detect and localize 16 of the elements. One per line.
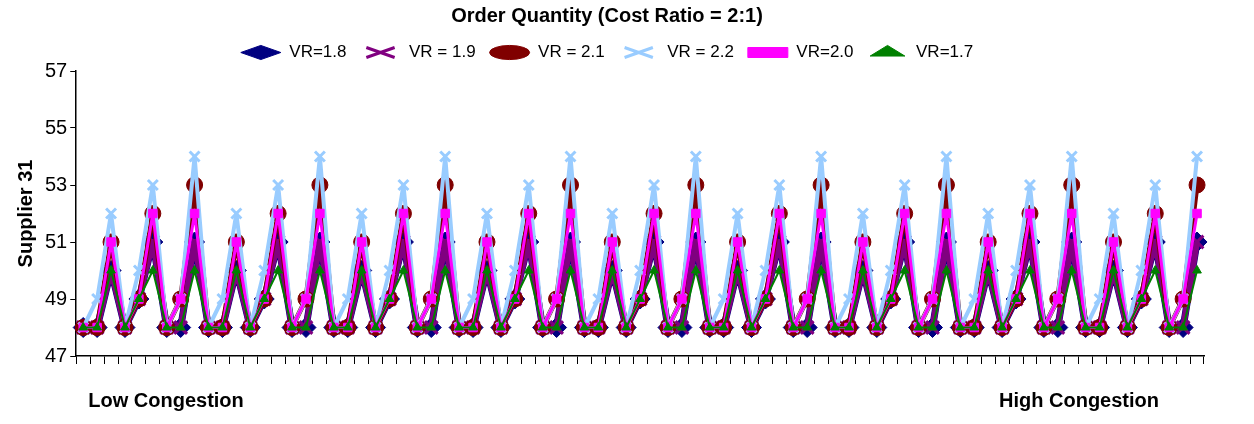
text: High Congestion — [999, 388, 1159, 411]
legend-label: VR=1.8 — [289, 42, 347, 62]
y-tick-label: 55 — [45, 115, 68, 138]
y-axis-title: Supplier 31 — [13, 159, 36, 268]
y-tick-label: 47 — [45, 343, 68, 366]
legend-label: VR = 2.1 — [538, 42, 605, 62]
legend-label: VR=2.0 — [796, 42, 854, 62]
y-tick-label: 57 — [45, 58, 68, 81]
legend-label: VR = 1.9 — [408, 42, 476, 62]
legend-label: VR = 2.2 — [667, 42, 734, 62]
y-tick-label: 51 — [45, 229, 68, 252]
chart-title: Order Quantity (Cost Ratio = 2:1) — [451, 3, 763, 26]
legend-label: VR=1.7 — [916, 42, 974, 62]
y-tick-label: 53 — [45, 172, 68, 195]
y-tick-label: 49 — [45, 286, 68, 309]
text: Low Congestion — [88, 388, 244, 411]
